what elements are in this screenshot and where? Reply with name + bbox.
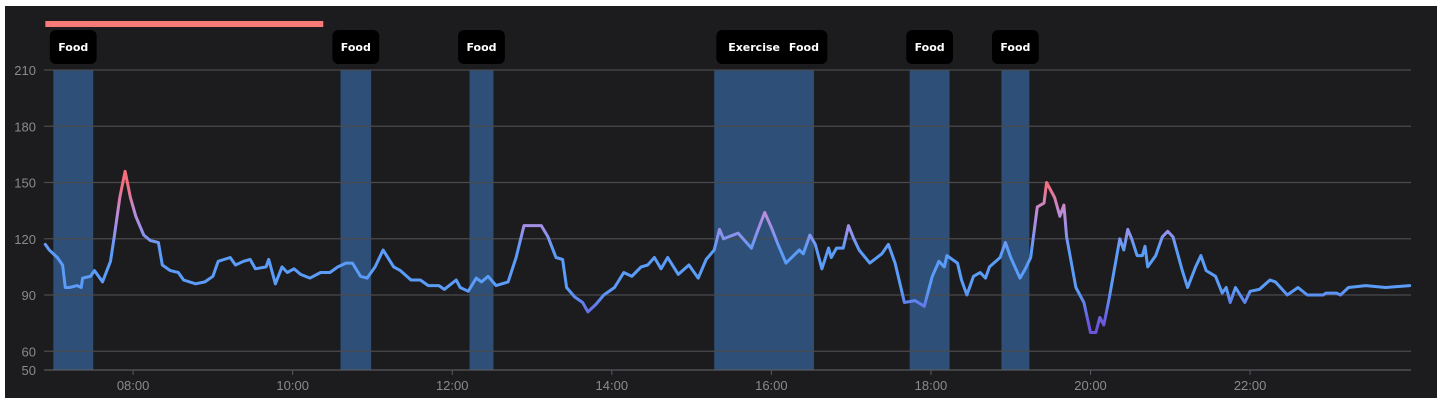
event-band-food [469,70,494,370]
x-tick-label: 18:00 [915,378,948,393]
x-tick-label: 12:00 [436,378,469,393]
event-band-food [1001,70,1030,370]
event-label-box [906,30,954,64]
event-label-text: Food [1000,41,1030,54]
event-label-food: Food [906,30,954,64]
event-band-food [793,70,814,370]
x-tick-label: 16:00 [755,378,788,393]
event-labels: Food Food Food Exercise Food Food Food [49,30,1039,64]
y-tick-label: 50 [22,363,36,378]
highlight-range-bar [45,21,324,27]
x-tick-label: 20:00 [1074,378,1107,393]
event-label-box [49,30,97,64]
event-label-text: Exercise [728,41,780,54]
event-label-text: Food [58,41,88,54]
glucose-line-layer [43,169,1412,334]
y-tick-label: 180 [14,119,36,134]
event-label-box [332,30,380,64]
event-label-text: Food [341,41,371,54]
y-tick-label: 150 [14,176,36,191]
event-label-text: Food [789,41,819,54]
x-tick-label: 22:00 [1234,378,1267,393]
event-label-exercise: Exercise [716,30,792,64]
event-label-box [458,30,505,64]
event-label-food: Food [458,30,505,64]
event-band-exercise [714,70,794,370]
event-band-food [909,70,950,370]
event-label-food: Food [49,30,97,64]
event-label-box [991,30,1039,64]
y-axis: 50 60 90 120 150 180 210 [14,63,36,378]
grid-lines [44,69,1411,371]
x-axis: 08:00 10:00 12:00 14:00 16:00 18:00 20:00 22:00 [117,370,1267,393]
x-tick-label: 14:00 [596,378,629,393]
event-label-food: Food [332,30,380,64]
y-tick-label: 90 [22,288,36,303]
glucose-series-line [43,169,1412,334]
event-label-box [716,30,792,64]
event-label-text: Food [466,41,496,54]
y-tick-label: 210 [14,63,36,78]
y-tick-label: 60 [22,344,36,359]
event-band-food [53,70,94,370]
event-bands [53,70,1030,370]
x-tick-label: 08:00 [117,378,150,393]
y-tick-label: 120 [14,232,36,247]
event-band-food [340,70,372,370]
event-label-food: Food [991,30,1039,64]
event-label-food: Food [780,30,828,64]
event-label-box [780,30,828,64]
event-label-text: Food [915,41,945,54]
x-tick-label: 10:00 [276,378,309,393]
